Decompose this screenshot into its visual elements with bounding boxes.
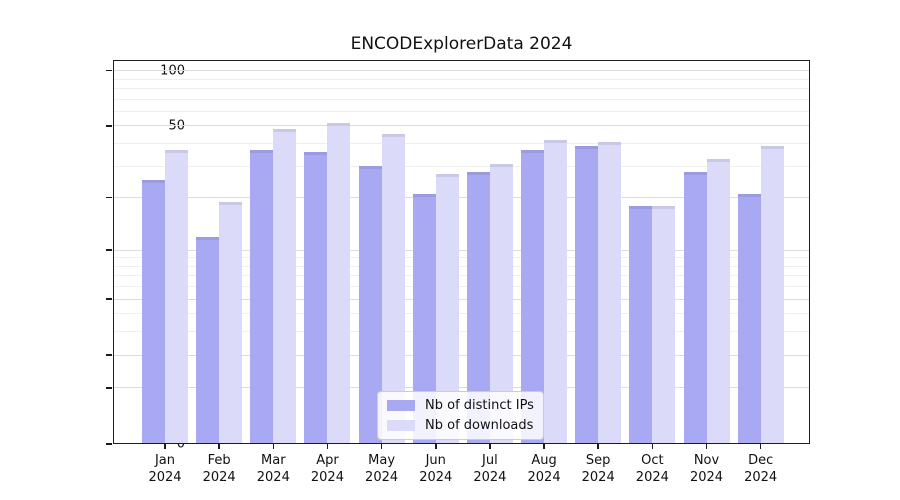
bar-jun-2024-downloads: [435, 174, 459, 444]
x-tick-mark-1: [164, 444, 166, 449]
gridline-y-6: [113, 286, 810, 288]
bar-dec-2024-distinct-ips: [737, 193, 761, 444]
gridline-y-2: [113, 354, 810, 356]
bar-sep-2024-distinct-ips: [575, 145, 599, 444]
bar-aug-2024-distinct-ips: [521, 149, 545, 444]
bar-may-2024-downloads: [381, 134, 405, 444]
gridline-y-9: [113, 257, 810, 259]
bar-apr-2024-distinct-ips: [304, 151, 328, 444]
y-tick-mark-10: [106, 249, 112, 251]
y-tick-mark-100: [106, 69, 112, 72]
bar-jan-2024-downloads: [165, 149, 188, 444]
gridline-y-5: [113, 298, 810, 300]
x-tick-mark-2: [218, 444, 220, 449]
bar-dec-2024-downloads: [760, 145, 784, 444]
legend-label-downloads: Nb of downloads: [425, 418, 534, 433]
plot-area: Nb of distinct IPs Nb of downloads: [106, 60, 810, 445]
y-tick-mark-2: [106, 354, 112, 356]
x-tick-mark-6: [435, 444, 437, 449]
bar-mar-2024-downloads: [273, 129, 297, 444]
x-tick-label-apr: Apr 2024: [310, 453, 344, 485]
gridline-y-30: [113, 165, 810, 167]
y-tick-mark-20: [106, 196, 112, 199]
bar-feb-2024-downloads: [219, 201, 243, 444]
x-tick-label-jul: Jul 2024: [473, 453, 507, 485]
legend-item-distinct-ips: Nb of distinct IPs: [387, 398, 534, 413]
legend-swatch-distinct-ips: [387, 400, 415, 411]
y-tick-mark-5: [106, 298, 112, 300]
bar-oct-2024-downloads: [652, 205, 676, 444]
bar-mar-2024-distinct-ips: [250, 149, 274, 444]
x-tick-label-jan: Jan 2024: [148, 453, 182, 485]
y-tick-mark-1: [106, 387, 112, 389]
chart-title: ENCODExplorerData 2024: [350, 34, 573, 54]
gridline-y-7: [113, 275, 810, 277]
bar-may-2024-distinct-ips: [358, 166, 382, 444]
x-tick-label-jun: Jun 2024: [419, 453, 453, 485]
x-tick-mark-12: [759, 444, 762, 449]
x-tick-label-aug: Aug 2024: [527, 453, 561, 485]
x-tick-mark-7: [489, 444, 491, 449]
x-tick-label-oct: Oct 2024: [635, 453, 669, 485]
x-tick-mark-4: [326, 444, 329, 449]
x-tick-mark-3: [272, 444, 275, 449]
x-tick-mark-10: [651, 444, 654, 449]
legend: Nb of distinct IPs Nb of downloads: [377, 391, 544, 440]
x-tick-label-feb: Feb 2024: [202, 453, 236, 485]
y-tick-mark-50: [106, 125, 112, 127]
gridline-y-40: [113, 143, 810, 145]
bar-jun-2024-distinct-ips: [412, 193, 436, 444]
bar-jul-2024-distinct-ips: [466, 171, 490, 444]
y-tick-label-0: 0: [176, 436, 185, 452]
gridline-y-70: [113, 98, 810, 100]
gridline-y-80: [113, 87, 810, 89]
bar-jan-2024-distinct-ips: [142, 180, 165, 444]
gridline-y-60: [113, 110, 810, 112]
x-tick-label-nov: Nov 2024: [689, 453, 724, 485]
x-tick-label-mar: Mar 2024: [256, 453, 290, 485]
bar-aug-2024-downloads: [544, 139, 568, 444]
bar-feb-2024-distinct-ips: [196, 236, 220, 444]
x-tick-label-dec: Dec 2024: [744, 453, 778, 485]
x-tick-label-sep: Sep 2024: [581, 453, 615, 485]
bar-nov-2024-distinct-ips: [683, 171, 707, 444]
gridline-y-50: [113, 125, 810, 127]
bar-oct-2024-distinct-ips: [629, 205, 653, 444]
gridline-y-8: [113, 265, 810, 267]
bar-apr-2024-downloads: [327, 122, 351, 444]
gridline-y-10: [113, 249, 810, 251]
legend-item-downloads: Nb of downloads: [387, 418, 534, 433]
gridline-y-20: [113, 197, 810, 199]
x-tick-mark-8: [543, 444, 545, 449]
gridline-y-90: [113, 78, 810, 80]
bar-jul-2024-downloads: [489, 163, 513, 444]
gridline-y-1: [113, 387, 810, 389]
x-tick-mark-11: [705, 444, 708, 449]
bar-nov-2024-downloads: [706, 158, 730, 444]
gridline-y-3: [113, 331, 810, 333]
y-tick-mark-0: [106, 443, 112, 445]
gridline-y-4: [113, 313, 810, 315]
x-tick-mark-9: [597, 444, 599, 449]
legend-label-distinct-ips: Nb of distinct IPs: [425, 398, 534, 413]
bar-sep-2024-downloads: [598, 141, 622, 444]
gridline-y-100: [113, 70, 810, 72]
x-tick-label-may: May 2024: [365, 453, 399, 485]
x-tick-mark-5: [380, 444, 383, 449]
legend-swatch-downloads: [387, 420, 415, 431]
